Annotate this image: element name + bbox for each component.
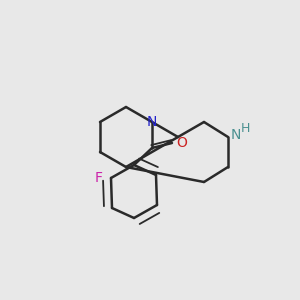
- Text: N: N: [147, 115, 157, 129]
- Text: N: N: [231, 128, 242, 142]
- Text: F: F: [95, 171, 103, 185]
- Text: O: O: [177, 136, 188, 150]
- Text: H: H: [241, 122, 250, 136]
